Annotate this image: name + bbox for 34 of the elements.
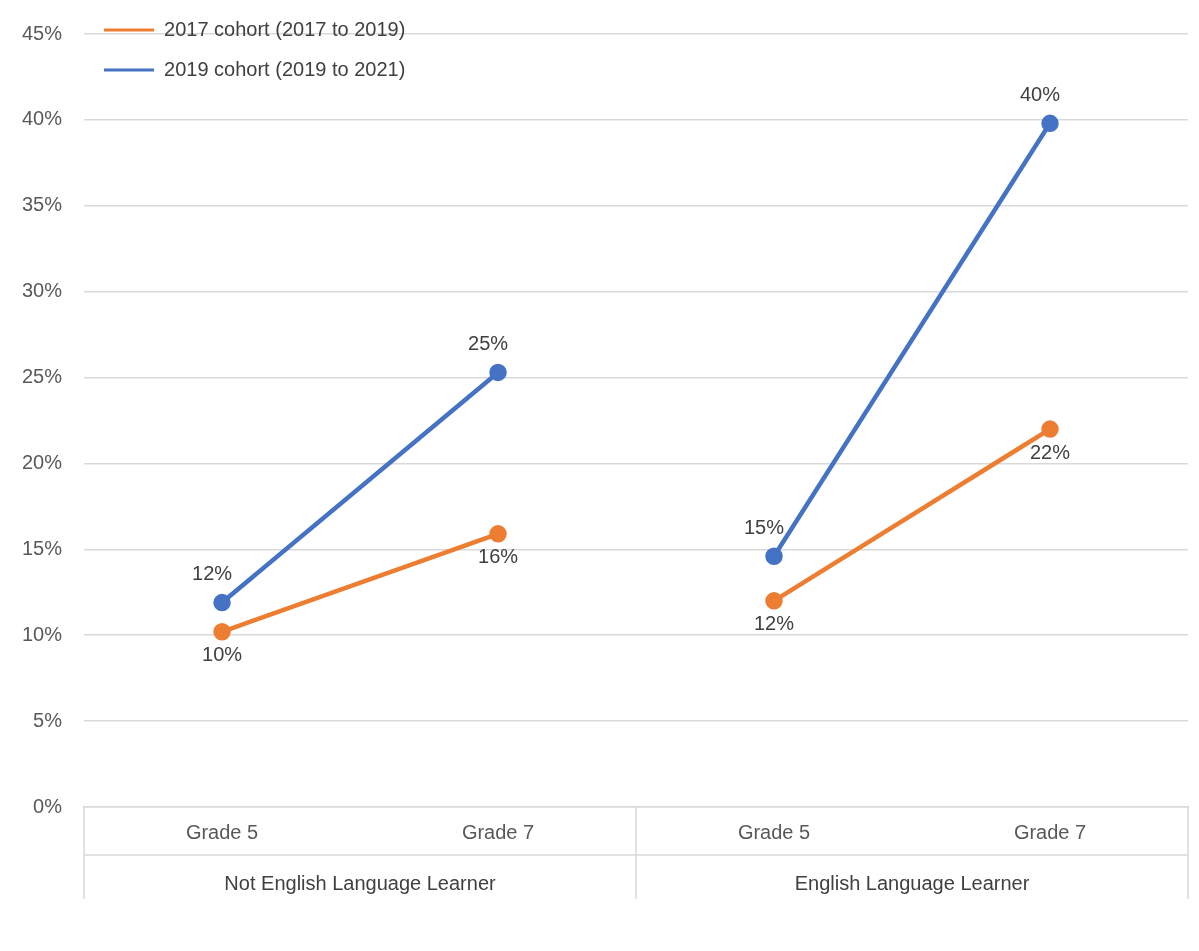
- y-tick-label: 5%: [33, 708, 63, 731]
- y-tick-label: 40%: [22, 107, 63, 130]
- data-label: 22%: [1029, 440, 1071, 463]
- y-tick-label: 15%: [22, 536, 63, 559]
- data-label: 12%: [754, 612, 795, 635]
- legend-label: 2017 cohort (2017 to 2019): [164, 17, 406, 40]
- data-label: 40%: [1019, 82, 1061, 105]
- data-label: 15%: [744, 515, 785, 538]
- point: [213, 623, 231, 641]
- data-label: 10%: [202, 643, 243, 666]
- point: [765, 592, 783, 610]
- y-tick-label: 35%: [22, 193, 63, 216]
- data-label: 25%: [468, 331, 509, 354]
- point: [1041, 114, 1059, 133]
- x-tick-label: Grade 5: [737, 820, 811, 843]
- x-tick-label: Grade 7: [461, 820, 535, 843]
- point: [1041, 420, 1059, 438]
- y-tick-label: 25%: [22, 365, 63, 388]
- y-tick-label: 45%: [22, 21, 63, 44]
- legend-label: 2019 cohort (2019 to 2021): [164, 57, 406, 80]
- y-tick-label: 0%: [33, 794, 63, 817]
- data-label: 16%: [478, 545, 519, 568]
- text: Not English Language Learner: [224, 871, 497, 894]
- data-label: 12%: [192, 562, 233, 585]
- y-tick-label: 20%: [22, 450, 63, 473]
- x-tick-label: Grade 5: [185, 820, 259, 843]
- y-tick-label: 30%: [22, 279, 63, 302]
- point: [765, 547, 783, 565]
- text: English Language Learner: [794, 871, 1030, 894]
- y-tick-label: 10%: [22, 622, 63, 645]
- x-tick-label: Grade 7: [1013, 820, 1087, 843]
- point: [489, 363, 507, 382]
- point: [489, 525, 507, 543]
- point: [213, 593, 231, 612]
